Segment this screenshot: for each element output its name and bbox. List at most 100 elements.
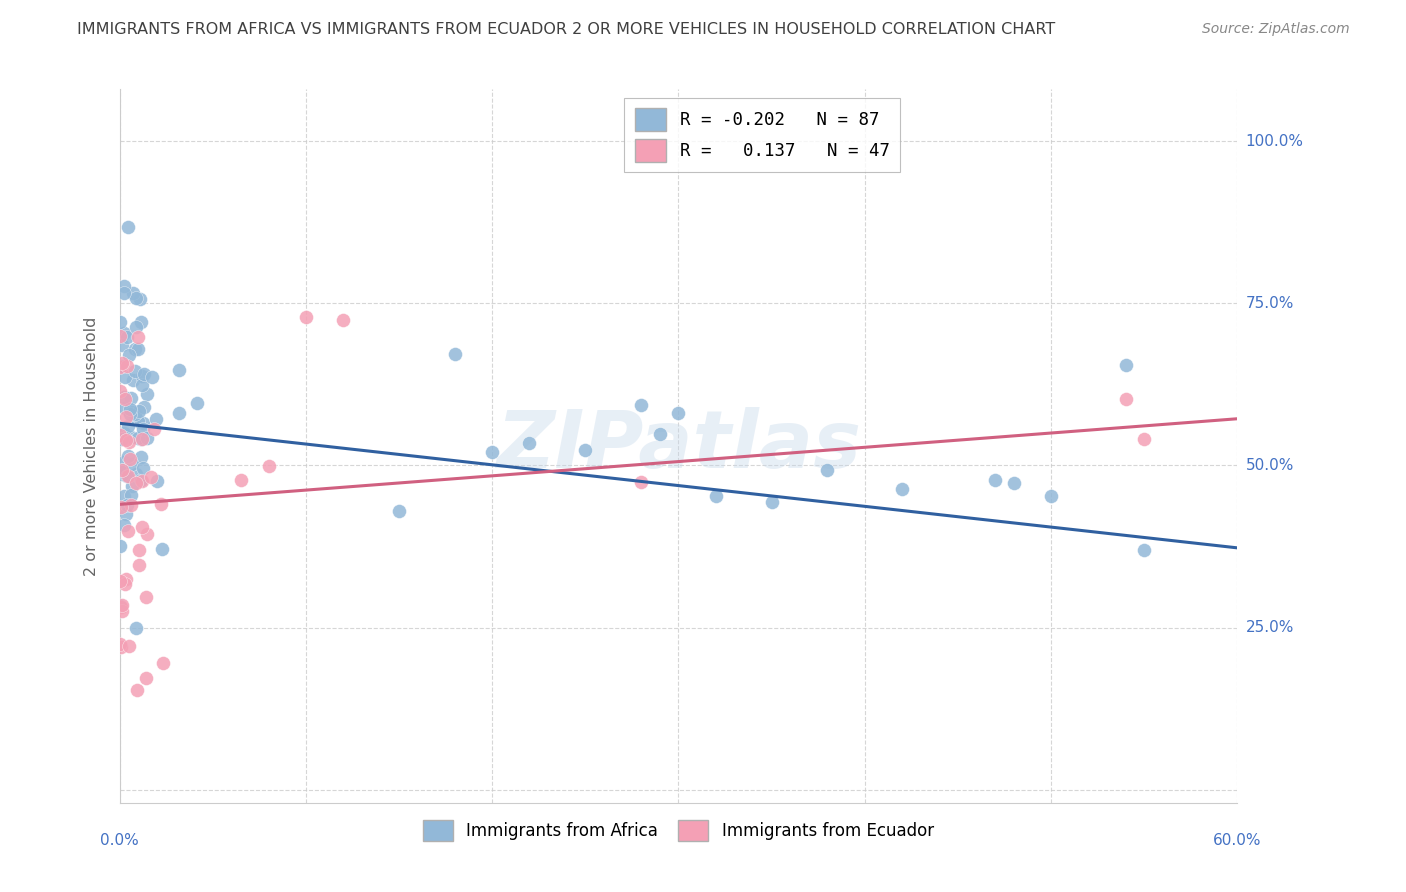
Point [120,391,142,405]
Legend: Immigrants from Africa, Immigrants from Ecuador: Immigrants from Africa, Immigrants from … [416,814,941,848]
Point [127,431,149,445]
Point [110,640,132,655]
Point [761,495,783,509]
Point [110,598,132,612]
Point [115,498,138,512]
Point [115,507,138,521]
Point [1133,432,1156,446]
Point [136,387,159,401]
Point [891,482,914,496]
Point [124,364,146,378]
Point [117,418,139,433]
Point [131,432,153,446]
Point [167,363,190,377]
Point [481,444,503,458]
Point [117,449,139,463]
Point [135,590,157,604]
Point [111,467,134,482]
Point [110,600,132,615]
Point [111,465,134,479]
Point [128,292,150,306]
Point [1133,542,1156,557]
Point [128,558,150,573]
Point [169,406,191,420]
Point [125,291,148,305]
Point [111,338,134,352]
Text: 50.0%: 50.0% [1246,458,1294,473]
Point [152,657,174,671]
Point [110,359,132,373]
Point [257,458,280,473]
Point [108,360,131,375]
Point [117,468,139,483]
Point [110,384,132,398]
Point [139,469,162,483]
Text: ZIPatlas: ZIPatlas [496,407,860,485]
Point [131,432,153,446]
Point [112,455,135,469]
Point [630,475,652,490]
Point [110,428,132,442]
Point [114,392,136,406]
Point [127,343,149,357]
Point [110,637,132,651]
Point [114,431,136,445]
Point [110,539,132,553]
Text: 25.0%: 25.0% [1246,620,1294,635]
Point [114,433,136,447]
Point [131,519,153,533]
Point [110,329,132,343]
Point [112,390,135,404]
Point [1115,392,1137,407]
Point [145,412,167,426]
Point [131,460,153,475]
Point [111,604,134,618]
Point [121,479,143,493]
Point [110,599,132,614]
Text: 100.0%: 100.0% [1246,134,1303,149]
Point [115,330,138,344]
Point [108,315,131,329]
Point [129,450,152,464]
Point [117,220,139,235]
Point [112,489,135,503]
Point [135,432,157,446]
Y-axis label: 2 or more Vehicles in Household: 2 or more Vehicles in Household [84,317,98,575]
Point [111,356,134,370]
Point [127,414,149,428]
Point [142,422,165,436]
Point [132,368,155,382]
Point [136,527,159,541]
Point [118,434,141,449]
Point [131,368,153,383]
Point [112,463,135,477]
Point [666,406,689,420]
Point [519,436,541,450]
Point [111,463,134,477]
Text: 0.0%: 0.0% [100,833,139,848]
Point [124,476,146,491]
Text: 60.0%: 60.0% [1213,833,1261,848]
Point [388,504,411,518]
Point [117,359,139,373]
Point [444,347,467,361]
Point [115,572,138,586]
Point [704,489,727,503]
Point [132,422,155,436]
Point [332,313,354,327]
Point [118,348,141,362]
Point [122,285,145,300]
Point [115,409,138,424]
Point [125,319,148,334]
Point [150,497,173,511]
Point [114,369,136,384]
Point [125,682,148,697]
Point [117,524,139,538]
Point [128,404,150,418]
Point [1002,475,1025,490]
Point [229,474,252,488]
Point [114,577,136,591]
Point [1115,358,1137,372]
Point [128,543,150,558]
Point [122,373,145,387]
